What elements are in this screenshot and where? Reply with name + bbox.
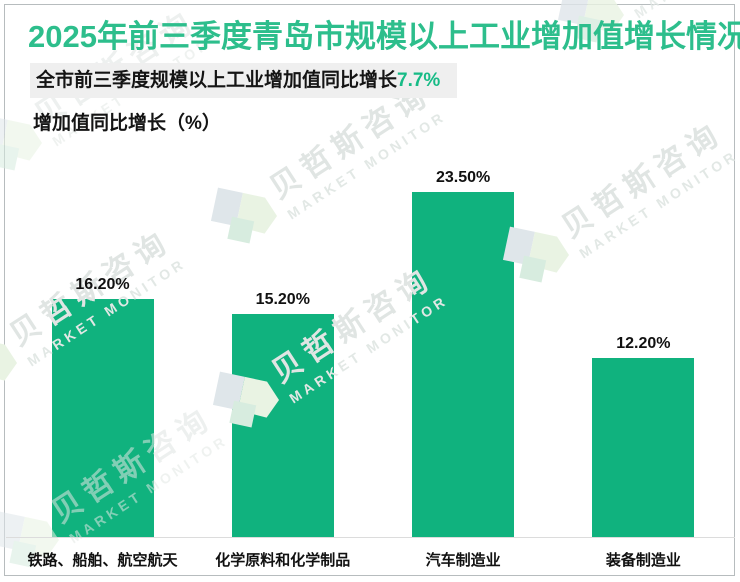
outer-border — [4, 4, 735, 576]
bar-category-label: 汽车制造业 — [425, 552, 501, 569]
bar-value-label: 12.20% — [616, 335, 671, 352]
subtitle-banner: 全市前三季度规模以上工业增加值同比增长7.7% — [30, 63, 457, 98]
subtitle-text: 全市前三季度规模以上工业增加值同比增长 — [36, 70, 398, 91]
y-axis-label: 增加值同比增长（%） — [33, 113, 221, 134]
bar-value-label: 23.50% — [435, 169, 491, 186]
bar-value-label: 15.20% — [255, 291, 310, 308]
x-axis-line — [6, 537, 735, 538]
bar-category-label: 铁路、船舶、航空航天 — [27, 552, 178, 569]
bar-value-label: 16.20% — [75, 276, 130, 293]
bar — [231, 314, 334, 537]
page-title: 2025年前三季度青岛市规模以上工业增加值增长情况 — [28, 19, 740, 54]
bar — [51, 299, 154, 537]
bar-category-label: 装备制造业 — [605, 552, 681, 569]
bar-category-label: 化学原料和化学制品 — [215, 552, 351, 569]
subtitle-highlight-value: 7.7% — [397, 70, 441, 91]
bar — [592, 358, 695, 537]
bar — [412, 192, 515, 537]
